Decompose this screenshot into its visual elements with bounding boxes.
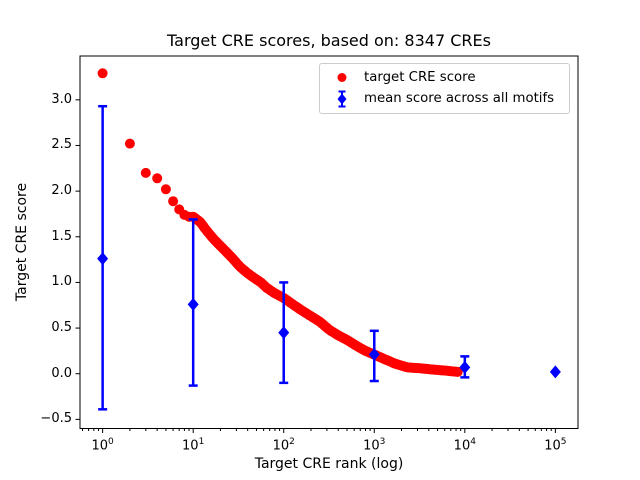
target-score-point [168,196,179,207]
legend-item-mean-score: mean score across all motifs [320,88,569,109]
y-tick-label: 2.0 [51,183,72,199]
mean-diamond [459,360,471,374]
y-tick-label: 1.0 [51,274,72,290]
mean-diamond [187,297,199,311]
x-tick-label: 103 [363,437,386,454]
legend-label: mean score across all motifs [364,91,555,106]
x-tick-label: 100 [91,437,114,454]
y-tick-label: 1.5 [51,228,72,244]
x-tick-label: 105 [544,437,567,454]
chart-title: Target CRE scores, based on: 8347 CREs [167,31,491,50]
y-tick-label: 0.0 [51,365,72,381]
target-score-point [452,366,463,377]
legend-label: target CRE score [364,70,476,85]
target-score-point [140,167,151,178]
y-tick-label: 2.5 [51,137,72,153]
target-score-point [152,173,163,184]
mean-diamond [549,365,561,379]
x-tick-label: 101 [182,437,205,454]
mean-diamond [278,326,290,340]
red-scatter-series [97,68,463,377]
target-score-point [160,184,171,195]
y-tick-label: 0.5 [51,320,72,336]
mean-errorbar-series [97,104,561,411]
axes-frame [79,55,579,429]
target-score-point [124,138,135,149]
legend: target CRE score mean score across all m… [319,63,570,114]
axis-ticks [75,99,556,433]
red-dot-icon [337,73,347,82]
y-tick-label: −0.5 [40,411,72,427]
y-tick-label: 3.0 [51,91,72,107]
x-tick-label: 102 [272,437,295,454]
x-tick-label: 104 [453,437,476,454]
mean-diamond [97,252,109,266]
x-axis-label: Target CRE rank (log) [254,456,404,472]
target-score-point [97,68,108,79]
blue-diamond-errorbar-icon [337,90,347,108]
legend-item-target-cre-score: target CRE score [320,67,569,88]
mean-diamond [368,348,380,362]
